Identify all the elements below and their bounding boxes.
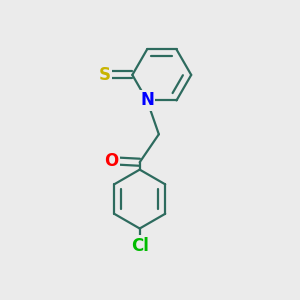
Text: N: N	[140, 92, 154, 110]
Text: O: O	[105, 152, 119, 170]
Text: S: S	[98, 66, 110, 84]
Text: Cl: Cl	[131, 237, 148, 255]
